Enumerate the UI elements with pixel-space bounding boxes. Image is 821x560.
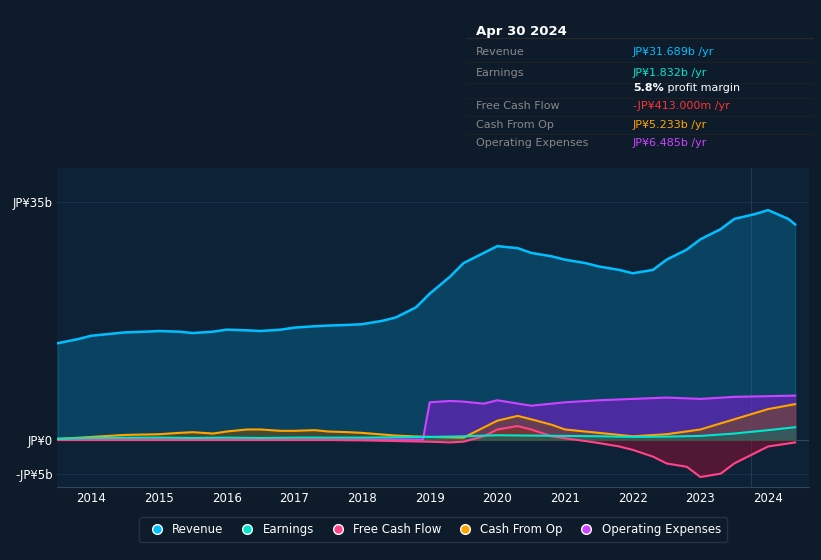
- Text: JP¥1.832b /yr: JP¥1.832b /yr: [633, 68, 708, 78]
- Text: 5.8%: 5.8%: [633, 83, 663, 94]
- Text: JP¥31.689b /yr: JP¥31.689b /yr: [633, 48, 714, 57]
- Text: Earnings: Earnings: [476, 68, 525, 78]
- Legend: Revenue, Earnings, Free Cash Flow, Cash From Op, Operating Expenses: Revenue, Earnings, Free Cash Flow, Cash …: [140, 517, 727, 542]
- Text: Cash From Op: Cash From Op: [476, 119, 554, 129]
- Text: JP¥5.233b /yr: JP¥5.233b /yr: [633, 119, 707, 129]
- Text: Operating Expenses: Operating Expenses: [476, 138, 589, 148]
- Text: -JP¥413.000m /yr: -JP¥413.000m /yr: [633, 101, 730, 111]
- Text: Apr 30 2024: Apr 30 2024: [476, 25, 566, 38]
- Text: JP¥6.485b /yr: JP¥6.485b /yr: [633, 138, 708, 148]
- Text: Free Cash Flow: Free Cash Flow: [476, 101, 560, 111]
- Text: profit margin: profit margin: [664, 83, 741, 94]
- Text: Revenue: Revenue: [476, 48, 525, 57]
